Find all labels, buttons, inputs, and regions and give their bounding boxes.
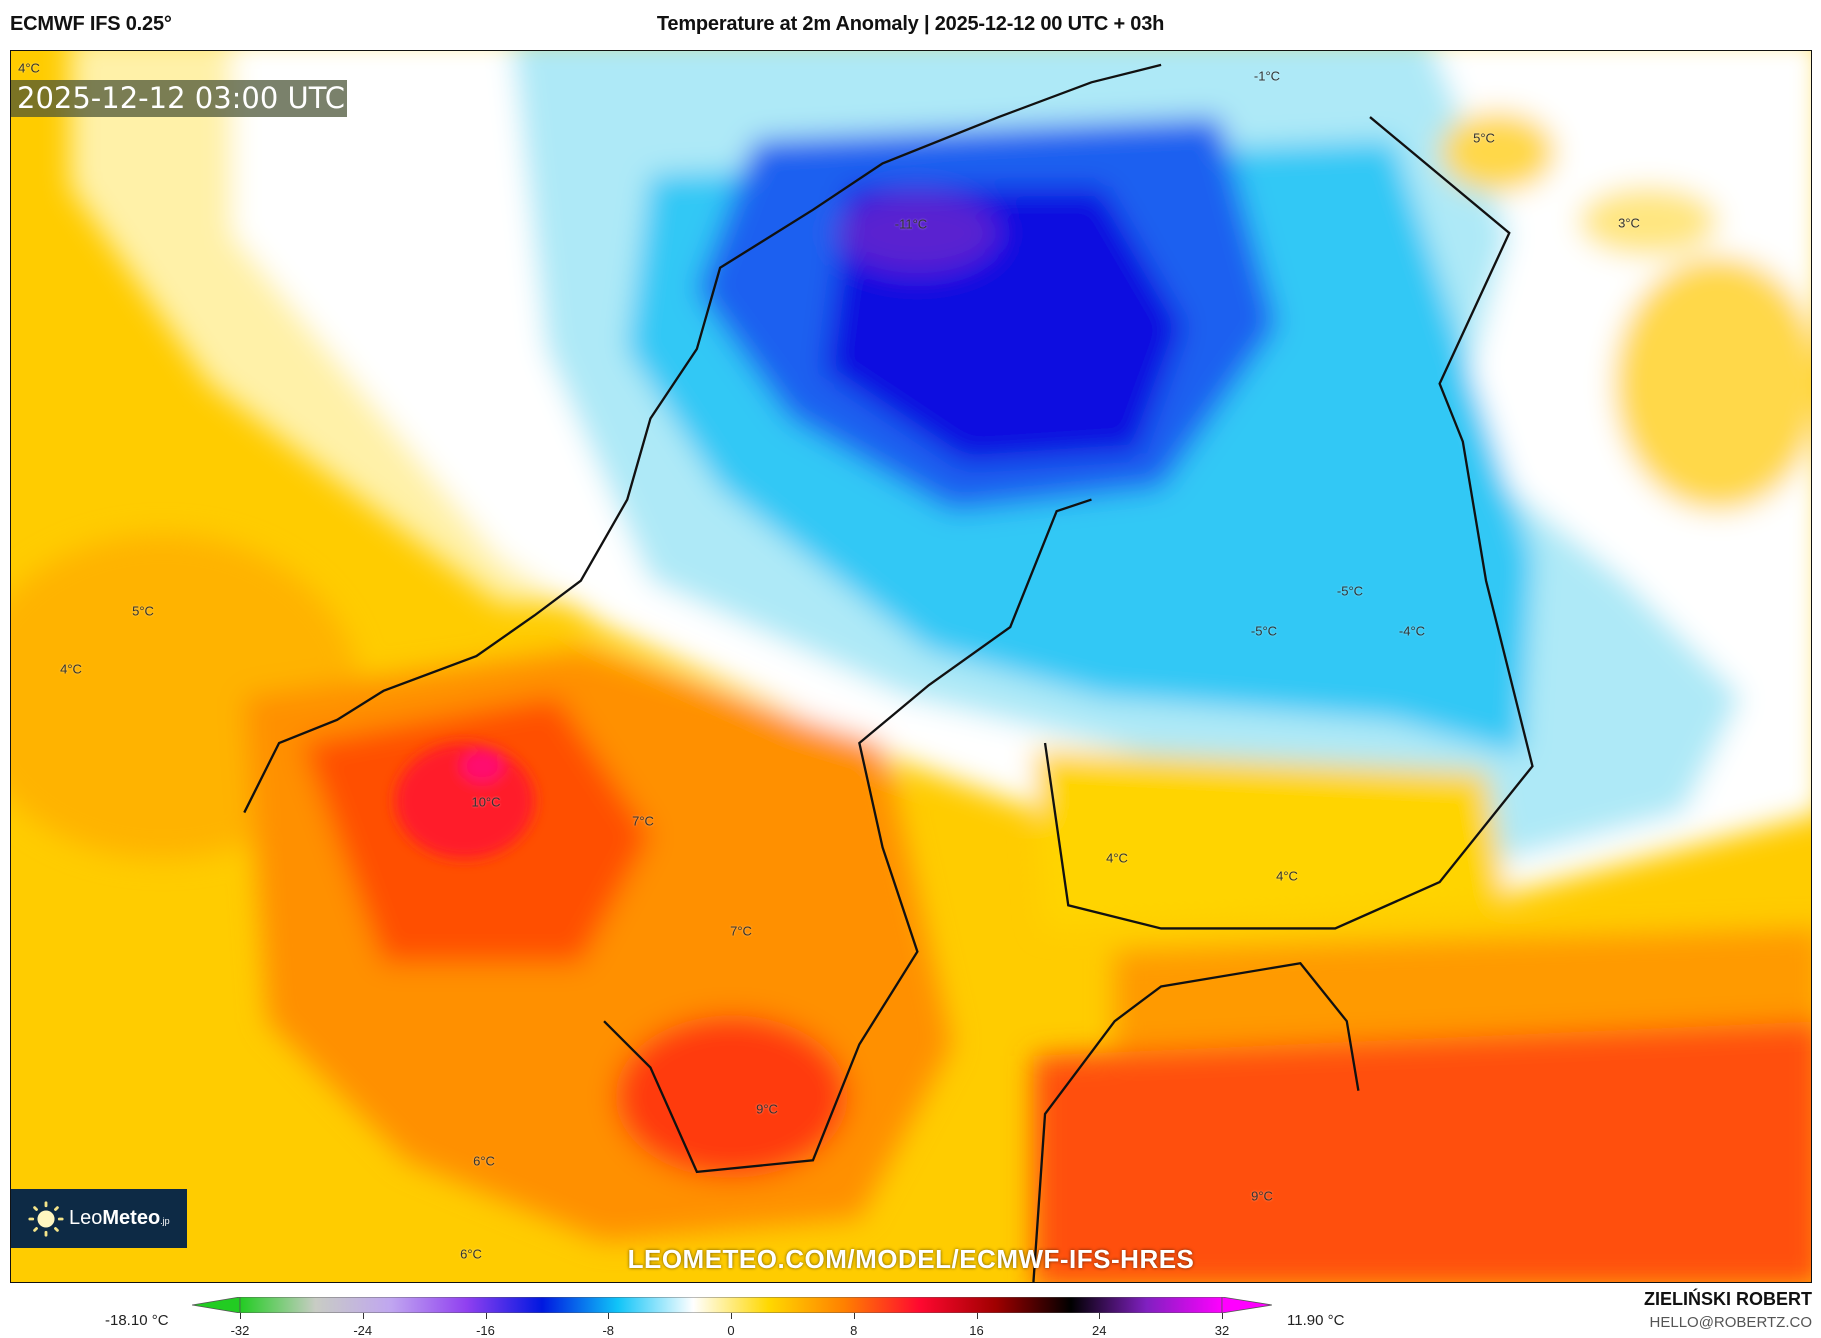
author-name: ZIELIŃSKI ROBERT [1643,1289,1812,1309]
colorbar-tick-label: 24 [1092,1323,1107,1338]
map-label: 7°C [730,923,752,939]
coastline-finland [1043,116,1534,930]
author-email[interactable]: HELLO@ROBERTZ.CO [1649,1314,1812,1331]
field-yellow-ne1 [1439,111,1556,193]
field-red-sweden [615,1015,848,1178]
colorbar-tick-mark [240,1313,241,1319]
colorbar-left-arrow [192,1297,241,1313]
colorbar-tick-mark [731,1313,732,1319]
map-label: 6°C [460,1246,482,1262]
map-label: 4°C [1276,868,1298,884]
map-label: 4°C [1106,850,1128,866]
colorbar-tick-label: -8 [602,1323,615,1338]
map-label: 9°C [756,1101,778,1117]
field-finland-yellow [1033,748,1510,929]
colorbar-tick-label: 0 [727,1323,735,1338]
colorbar-tick-label: 16 [969,1323,984,1338]
colorbar-tick-mark [1099,1313,1101,1319]
colorbar-tick-mark [485,1313,487,1319]
colorbar [192,1297,1272,1313]
map-label: -11°C [894,216,928,232]
map-label: 5°C [1473,130,1495,146]
coastline-baltic [1032,961,1360,1282]
coastline-norway [243,63,1162,814]
map-label: 3°C [1618,215,1640,231]
colorbar-max-label: 11.90 °C [1287,1312,1345,1329]
colorbar-min-label: -18.10 °C [105,1312,169,1329]
map-label: -4°C [1398,623,1426,639]
colorbar-tick-label: 8 [850,1323,858,1338]
colorbar-tick-mark [1222,1313,1223,1319]
credit: ZIELIŃSKI ROBERT HELLO@ROBERTZ.CO [1644,1289,1812,1331]
anomaly-field [11,51,1811,1282]
field-purple [836,192,999,274]
colorbar-right-arrow [1221,1297,1272,1313]
colorbar-tick-label: -24 [353,1323,373,1338]
coastline-sweden [603,498,1092,1174]
map-label: 10°C [471,794,501,810]
field-red-baltic [1033,1021,1811,1282]
colorbar-tick-label: -16 [476,1323,495,1338]
temperature-anomaly-map[interactable]: 4°C -1°C -11°C 5°C 3°C 5°C 4°C -5°C -5°C… [10,50,1812,1283]
colorbar-body [239,1297,1223,1313]
chart-title: Temperature at 2m Anomaly | 2025-12-12 0… [656,13,1165,35]
map-label: -1°C [1253,68,1281,84]
field-magenta-peak [461,749,504,783]
model-name: ECMWF IFS 0.25° [10,13,172,35]
map-label: 5°C [132,603,154,619]
field-yellow-ne2 [1613,256,1811,512]
colorbar-tick-label: 32 [1214,1323,1230,1338]
map-label: 4°C [18,60,40,76]
leometeo-logo[interactable]: LeoMeteo.jp [11,1189,187,1248]
field-yellow-ne3 [1578,186,1719,257]
colorbar-tick-label: -32 [230,1323,250,1338]
colorbar-tick-mark [976,1313,978,1319]
valid-time-stamp: 2025-12-12 03:00 UTC [11,80,347,117]
map-label: -5°C [1250,623,1278,639]
colorbar-tick-mark [853,1313,855,1319]
map-label: 9°C [1251,1188,1273,1204]
sun-icon [28,1200,64,1237]
map-label: -5°C [1336,583,1364,599]
map-label: 6°C [473,1153,495,1169]
map-label: 4°C [60,661,82,677]
watermark-url: LEOMETEO.COM/MODEL/ECMWF-IFS-HRES [627,1244,1195,1274]
colorbar-tick-mark [362,1313,364,1319]
map-label: 7°C [632,813,654,829]
logo-text: LeoMeteo.jp [69,1207,170,1229]
colorbar-tick-mark [608,1313,610,1319]
borders [243,63,1534,1282]
